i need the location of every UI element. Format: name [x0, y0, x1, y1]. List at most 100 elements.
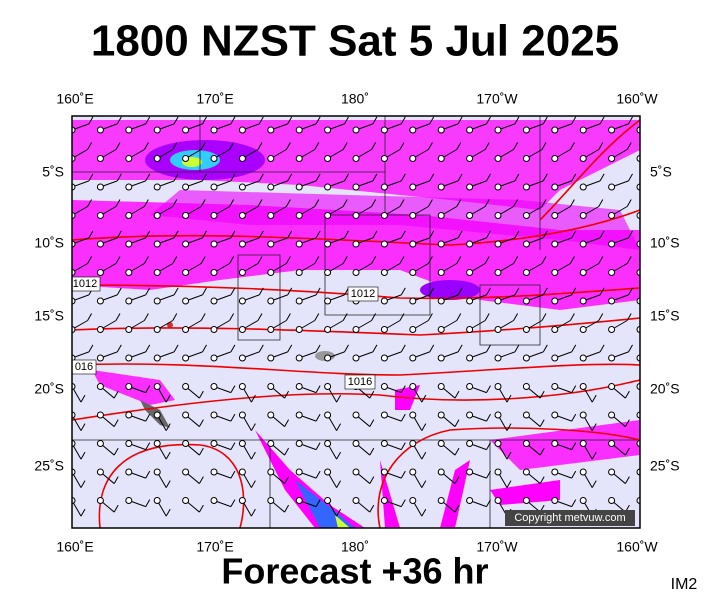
station [324, 126, 332, 134]
station [125, 383, 133, 390]
barb-feather [229, 313, 235, 321]
barb-feather [202, 230, 207, 239]
barb-feather [486, 287, 491, 296]
barb-feather [87, 142, 93, 150]
station [494, 297, 502, 305]
barb-feather [399, 256, 405, 264]
station [295, 212, 303, 219]
barb-feather [591, 480, 597, 488]
station [238, 440, 246, 447]
station [551, 155, 559, 162]
barb-feather [454, 447, 460, 456]
station [182, 497, 190, 504]
barb-feather [539, 447, 545, 456]
station [267, 183, 275, 191]
station [579, 440, 587, 447]
station [380, 297, 388, 305]
station [295, 155, 303, 162]
barb-feather [372, 230, 378, 239]
station [466, 297, 474, 305]
lon-label-bottom: 160˚W [616, 539, 658, 555]
barb-feather [80, 508, 86, 517]
isobar-label: 1012 [351, 288, 375, 300]
barb-feather [229, 256, 235, 264]
station [96, 269, 104, 276]
barb-feather [198, 504, 204, 513]
station [551, 240, 559, 248]
barb-feather [116, 287, 122, 296]
barb-feather [115, 313, 121, 321]
barb-feather [165, 451, 171, 460]
station [153, 326, 161, 333]
station [210, 269, 218, 276]
station [551, 440, 559, 447]
barb-feather [145, 230, 151, 239]
station [409, 240, 417, 248]
station [238, 269, 246, 276]
barb-feather [315, 173, 321, 182]
barb-feather [542, 230, 548, 239]
barb-feather [399, 199, 405, 207]
station [437, 269, 445, 276]
barb-feather [369, 476, 375, 484]
station [437, 497, 445, 504]
barb-feather [506, 480, 512, 488]
station [125, 155, 133, 162]
station [238, 468, 246, 476]
station [352, 155, 360, 162]
station [238, 497, 246, 504]
station [608, 212, 616, 219]
station [352, 497, 360, 504]
barb-feather [113, 504, 119, 513]
barb-feather [250, 508, 256, 517]
barb-feather [624, 390, 630, 399]
barb-feather [284, 390, 290, 399]
station [494, 155, 502, 162]
station [267, 383, 275, 390]
lon-label-bottom: 160˚E [56, 539, 93, 555]
barb-feather [145, 287, 151, 296]
barb-feather [429, 173, 435, 182]
station [153, 468, 161, 476]
station [551, 354, 559, 362]
station [409, 411, 417, 419]
copyright-box [505, 510, 635, 526]
barb-feather [88, 173, 94, 182]
station [295, 326, 303, 333]
station [409, 155, 417, 162]
barb-feather [369, 390, 375, 399]
barb-feather [315, 442, 321, 450]
station [522, 212, 530, 219]
station [96, 126, 104, 134]
barb-staff [639, 500, 640, 502]
barb-feather [599, 173, 605, 182]
station [238, 297, 246, 305]
barb-feather [591, 451, 597, 460]
station [380, 240, 388, 248]
barb-feather [315, 116, 321, 125]
station [210, 326, 218, 333]
barb-feather [198, 419, 204, 427]
barb-feather [457, 287, 463, 296]
barb-feather [626, 313, 632, 321]
station [522, 183, 530, 191]
station [96, 212, 104, 219]
station [267, 354, 275, 362]
barb-feather [421, 423, 427, 431]
station [608, 297, 616, 305]
station [125, 440, 133, 447]
barb-feather [200, 199, 206, 207]
barb-feather [369, 419, 375, 427]
station [380, 383, 388, 390]
station [466, 155, 474, 162]
barb-feather [514, 173, 520, 182]
barb-feather [541, 199, 547, 207]
barb-feather [486, 385, 491, 393]
station [352, 354, 360, 362]
barb-feather [202, 344, 207, 353]
lat-label-right: 25˚S [650, 458, 680, 474]
station [551, 297, 559, 305]
station [466, 497, 474, 504]
barb-feather [200, 313, 206, 321]
barb-feather [454, 476, 460, 484]
